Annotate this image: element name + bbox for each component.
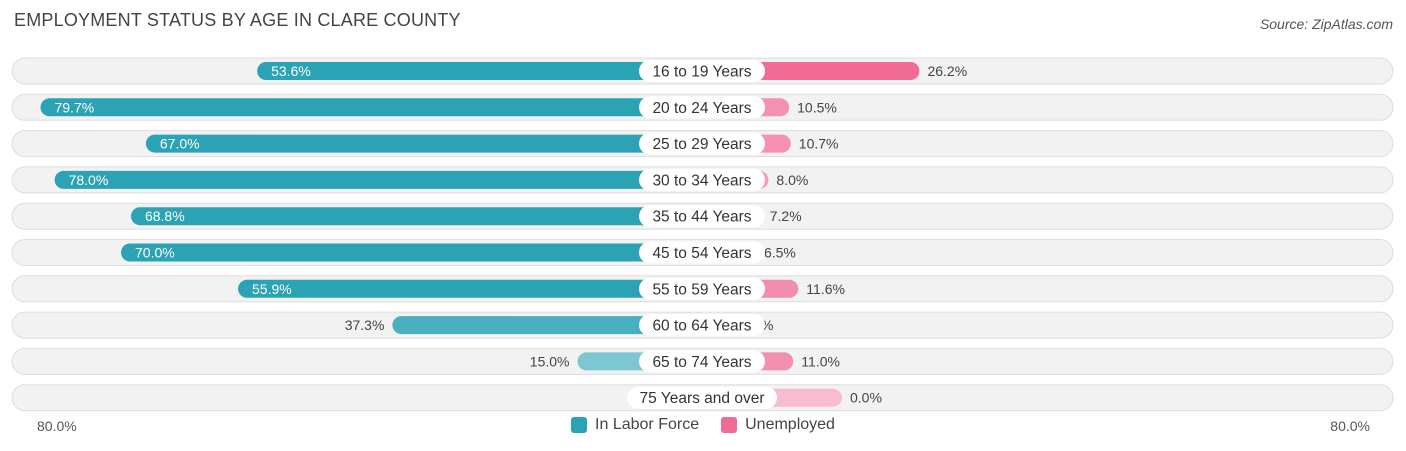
unemployed-value-label: 0.0% [850,390,882,406]
labor-force-bar [392,316,702,335]
category-label: 25 to 29 Years [652,136,751,153]
labor-force-bar [54,170,703,189]
labor-force-value-label: 15.0% [530,353,570,369]
category-label: 35 to 44 Years [652,209,751,226]
labor-force-value-label: 67.0% [160,136,200,152]
axis-left-label: 80.0% [37,418,77,434]
labor-force-value-label: 53.6% [271,63,311,79]
category-label-pill [639,60,765,82]
unemployed-value-label: 26.2% [927,63,967,79]
unemployed-value-label: 10.5% [797,99,837,115]
category-label-pill [639,277,765,300]
category-label: 30 to 34 Years [652,172,751,189]
category-label-pill [639,205,765,228]
legend-item-labor-force: In Labor Force [571,416,699,434]
labor-force-bar [238,279,702,298]
axis-right-label: 80.0% [1330,418,1370,434]
category-label-pill [639,350,765,373]
unemployed-value-label: 11.0% [801,353,840,369]
chart-title: EMPLOYMENT STATUS BY AGE IN CLARE COUNTY [14,10,461,30]
category-label-pill [639,241,765,264]
legend: In Labor Force Unemployed [0,416,1406,434]
category-label: 45 to 54 Years [652,245,751,262]
category-label: 75 Years and over [640,390,765,407]
legend-swatch-unemployed [721,417,738,433]
labor-force-bar [145,134,702,153]
labor-force-value-label: 37.3% [345,317,385,333]
source-credit: Source: ZipAtlas.com [1259,16,1393,32]
category-label-pill [627,386,777,409]
legend-label-labor-force: In Labor Force [595,416,700,433]
legend-item-unemployed: Unemployed [721,416,835,434]
unemployed-value-label: 8.0% [776,172,808,188]
labor-force-value-label: 79.7% [54,99,94,115]
unemployed-value-label: 10.7% [799,136,839,152]
labor-force-value-label: 55.9% [252,281,292,297]
category-label: 60 to 64 Years [652,318,751,335]
labor-force-bar [257,62,702,80]
legend-label-unemployed: Unemployed [745,416,835,433]
category-label: 20 to 24 Years [652,100,751,117]
labor-force-bar [130,207,702,226]
labor-force-value-label: 78.0% [69,172,109,188]
labor-force-bar [121,243,702,262]
unemployed-value-label: 11.6% [806,281,845,297]
category-label: 55 to 59 Years [652,281,751,298]
unemployed-value-label: 7.2% [770,208,802,224]
category-label-pill [639,132,765,155]
category-label: 65 to 74 Years [652,354,751,371]
labor-force-value-label: 70.0% [135,245,175,261]
category-label-pill [639,314,765,337]
category-label: 16 to 19 Years [652,64,751,81]
legend-swatch-labor-force [571,417,588,433]
category-label-pill [639,96,765,119]
unemployed-value-label: 6.5% [764,245,796,261]
category-label-pill [639,168,765,191]
labor-force-value-label: 68.8% [145,208,185,224]
labor-force-bar [40,98,703,117]
